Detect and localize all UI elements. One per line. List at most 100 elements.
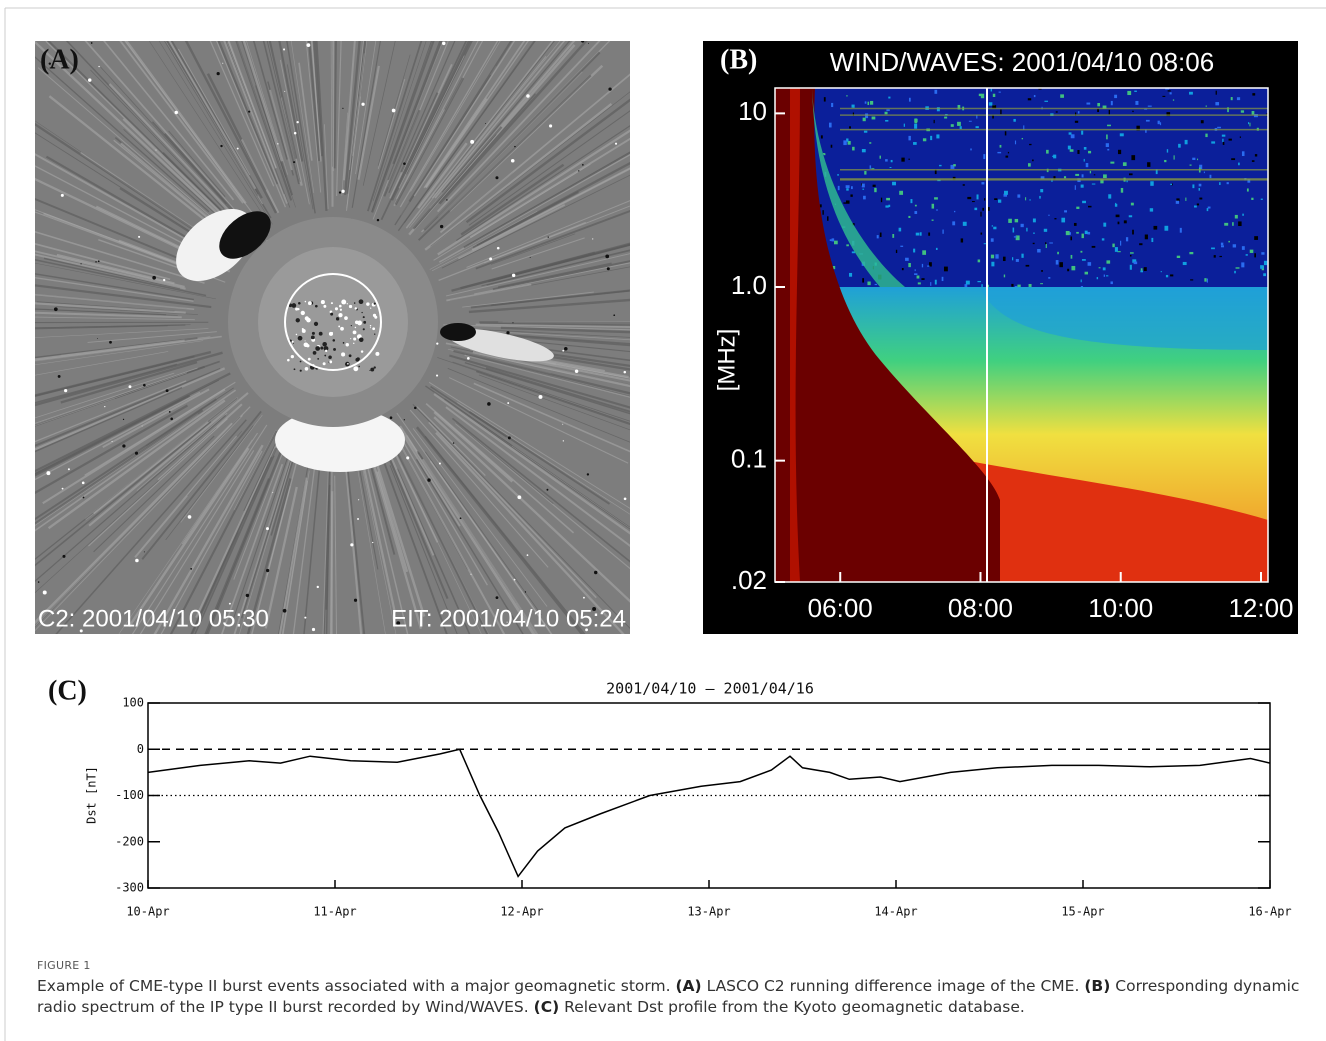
caption-item: LASCO C2 running difference image of the… [707,977,1080,995]
noise [998,200,1001,203]
speck [588,43,589,44]
noise [991,255,994,259]
noise [991,238,994,241]
noise [918,282,921,284]
noise [1022,138,1023,139]
speck [112,441,113,442]
chart-title: 2001/04/10 – 2001/04/16 [606,680,814,698]
noise [1231,97,1233,100]
noise [1049,242,1053,243]
noise [824,97,826,101]
speck [370,307,371,308]
noise [1110,281,1112,284]
noise [852,251,855,253]
noise [927,265,929,266]
figure-label: FIGURE 1 [37,955,1322,976]
noise [916,233,920,236]
noise [970,148,971,150]
noise [891,160,893,162]
noise [1251,198,1253,200]
speck [91,42,93,44]
speck [442,42,445,45]
speck [546,489,548,491]
noise [1141,268,1143,270]
noise [821,135,823,138]
caption-item: Relevant Dst profile from the Kyoto geom… [564,998,1025,1016]
noise [1185,140,1188,144]
speck [129,385,132,388]
speck [530,257,531,258]
noise [1015,141,1016,145]
noise [1222,135,1226,137]
noise [1017,194,1020,197]
speck [349,354,352,357]
noise [846,188,848,190]
noise [896,250,897,253]
noise [1241,110,1244,112]
speck [294,368,296,370]
noise [1097,277,1098,279]
noise [1199,184,1202,187]
noise [1246,254,1248,256]
noise [1147,162,1150,167]
speck [374,366,376,368]
speck [370,327,371,328]
noise [1013,119,1015,122]
noise [1088,262,1092,266]
speck [325,350,327,352]
noise [863,196,866,200]
noise [1145,235,1148,240]
noise [1129,173,1133,175]
noise [1170,92,1172,94]
caption-tag: (C) [534,998,560,1016]
y-tick-label: 10 [738,96,767,126]
speck [624,497,627,500]
noise [994,198,997,200]
noise [976,126,979,128]
noise [1192,158,1195,160]
noise [862,183,865,187]
noise [1166,275,1168,277]
speck [229,603,231,605]
speck [301,311,305,315]
speck [312,332,315,335]
speck [97,338,98,339]
noise [850,194,852,196]
figure: (A) C2: 2001/04/10 05:30 EIT: 2001/04/10… [0,0,1326,1041]
noise [1000,109,1001,114]
noise [846,185,850,188]
speck [563,440,564,441]
noise [1121,188,1123,193]
noise [1074,223,1077,226]
noise [1223,142,1225,145]
noise [1106,134,1108,139]
noise [1116,215,1120,218]
noise [954,211,955,212]
speck [217,72,220,75]
noise [1232,222,1234,226]
noise [1115,203,1116,206]
noise [1242,214,1244,216]
noise [1086,163,1089,167]
noise [1248,122,1249,124]
noise [870,165,871,168]
speck [353,337,356,340]
noise [1237,97,1240,100]
speck [548,236,549,237]
speck [272,492,273,493]
speck [594,571,597,574]
speck [83,497,85,499]
noise [1071,255,1073,259]
noise [1070,236,1072,240]
speck [302,329,306,333]
noise [944,267,948,272]
noise [909,98,911,102]
speck [293,343,294,344]
noise [904,124,905,127]
streak [0,322,208,323]
noise [862,189,864,190]
noise [1008,219,1012,223]
speck [361,312,362,313]
speck [330,313,333,316]
speck [354,302,356,304]
